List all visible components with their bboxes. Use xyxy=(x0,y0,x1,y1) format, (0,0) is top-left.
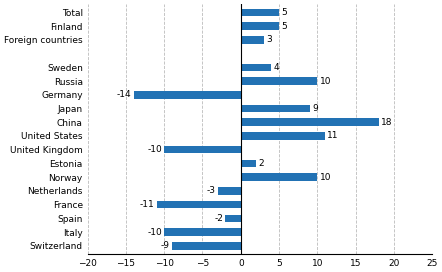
Bar xyxy=(164,228,241,236)
Bar xyxy=(241,160,256,167)
Text: -9: -9 xyxy=(160,241,170,250)
Text: 5: 5 xyxy=(282,8,287,17)
Text: -10: -10 xyxy=(147,227,162,237)
Text: 18: 18 xyxy=(381,118,392,127)
Text: 11: 11 xyxy=(327,131,339,140)
Text: 5: 5 xyxy=(282,22,287,31)
Text: 10: 10 xyxy=(320,173,331,182)
Text: 9: 9 xyxy=(312,104,318,113)
Text: -3: -3 xyxy=(206,186,216,195)
Bar xyxy=(133,91,241,98)
Text: 10: 10 xyxy=(320,76,331,85)
Bar xyxy=(241,77,317,85)
Bar xyxy=(241,64,271,71)
Bar xyxy=(241,105,310,112)
Text: 3: 3 xyxy=(266,35,272,44)
Bar xyxy=(241,118,378,126)
Text: -2: -2 xyxy=(214,214,223,223)
Text: -10: -10 xyxy=(147,145,162,154)
Bar xyxy=(225,215,241,222)
Bar xyxy=(164,146,241,153)
Text: 2: 2 xyxy=(259,159,264,168)
Bar xyxy=(172,242,241,249)
Bar xyxy=(241,173,317,181)
Text: -11: -11 xyxy=(140,200,154,209)
Bar xyxy=(241,22,279,30)
Bar xyxy=(241,9,279,16)
Bar xyxy=(241,132,325,140)
Text: 4: 4 xyxy=(274,63,279,72)
Text: -14: -14 xyxy=(117,90,131,99)
Bar xyxy=(218,187,241,194)
Bar xyxy=(156,201,241,208)
Bar xyxy=(241,36,264,44)
